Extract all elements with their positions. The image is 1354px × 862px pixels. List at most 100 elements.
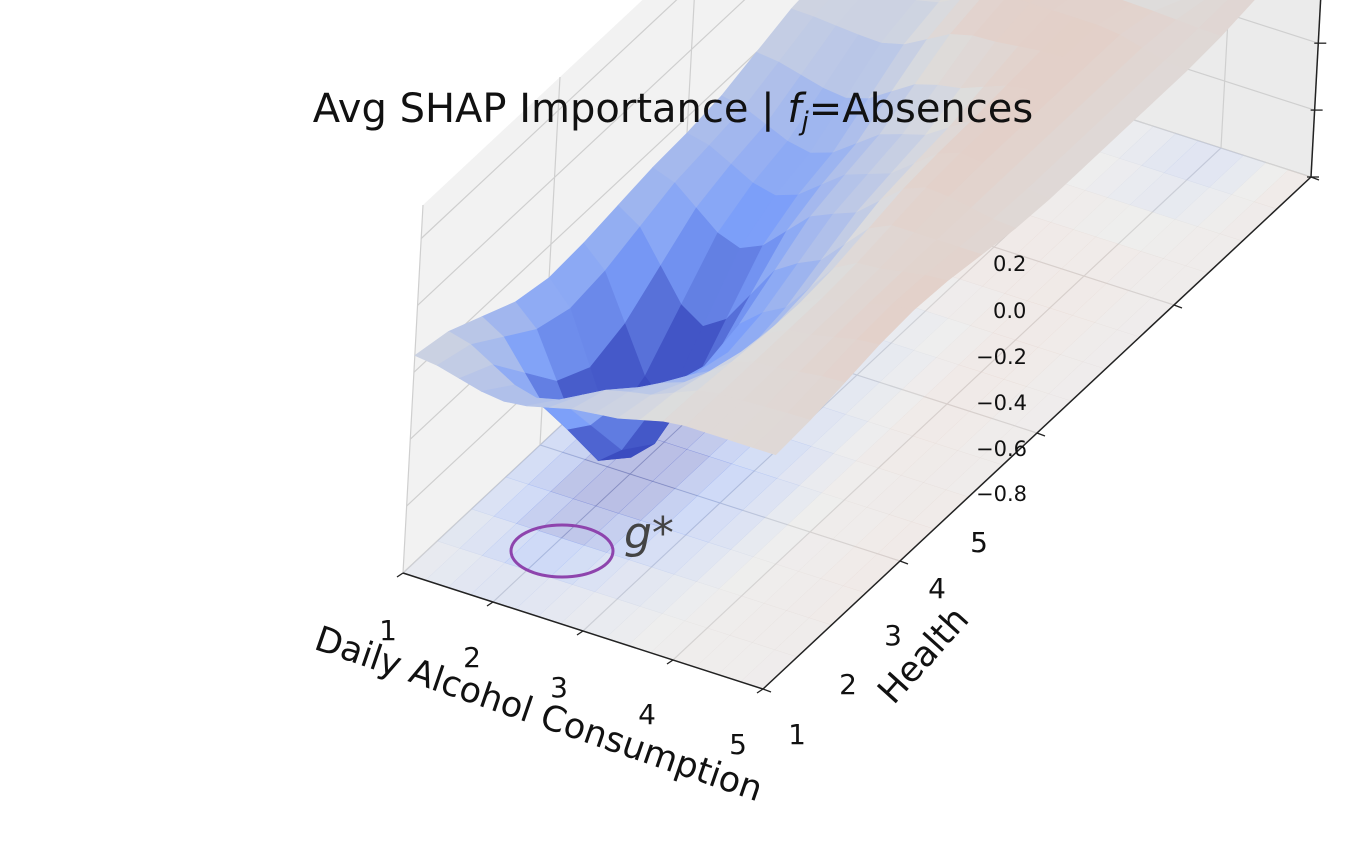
contour-cell [866,475,924,515]
contour-cell [606,520,664,561]
contour-cell [1004,261,1062,302]
chart-title: Avg SHAP Importance | fj=Absences [313,86,1033,137]
contour-cell [752,524,811,565]
contour-cell [924,364,982,405]
x-tick-label: 2 [463,641,481,674]
contour-cell [550,459,608,500]
contour-cell [946,371,1005,412]
contour-cell [1094,290,1152,331]
contour-cell [912,403,970,444]
contour-cell [471,476,529,517]
y-tick-label: 1 [788,718,806,751]
contour-cell [1186,147,1244,188]
x-tick-label: 3 [550,671,568,704]
contour-cell [980,339,1039,380]
contour-cell [775,531,833,572]
z-tick-label: −0.2 [976,345,1027,369]
contour-cell [797,539,856,579]
contour-cell [844,382,903,422]
contour-cell [719,470,778,511]
contour-cell [583,513,642,553]
contour-cell [661,581,720,622]
contour-cell [1174,187,1233,227]
y-tick-label: 3 [884,619,902,652]
x-tick-mark [396,572,404,578]
contour-cell [798,453,857,494]
contour-cell [888,482,947,523]
contour-cell [1015,307,1073,348]
contour-cell [629,441,688,482]
contour-cell [505,444,563,485]
contour-cell [493,484,552,524]
contour-cell [1129,172,1188,213]
contour-cell [652,449,710,489]
contour-cell [674,456,733,497]
contour-cell [1128,258,1187,299]
contour-cell [925,278,983,319]
contour-cell [1162,226,1221,267]
contour-cell [684,588,742,629]
contour-cell [992,300,1051,341]
contour-cell [854,514,913,555]
contour-cell [617,481,676,521]
contour-cell [787,492,845,533]
contour-cell [616,566,675,607]
y-tick-label: 2 [839,668,857,701]
z-grid-line [420,0,678,239]
contour-cell [764,485,823,526]
contour-cell [821,460,879,501]
contour-cell [1163,140,1222,181]
contour-cell [549,545,607,585]
contour-cell [958,332,1016,373]
contour-cell [706,595,765,636]
contour-cell [878,435,936,476]
contour-cell [959,246,1017,287]
contour-cell [1152,179,1210,220]
z-grid-line [417,0,746,306]
optimum-marker [509,523,615,579]
contour-cell [913,318,971,358]
z-tick-label: −0.6 [976,437,1027,461]
contour-cell [527,452,586,492]
contour-cell [822,374,880,415]
y-tick-mark [1173,304,1183,309]
contour-cell [572,466,631,507]
contour-cell [538,498,597,539]
contour-cell [901,357,960,398]
contour-cell [991,386,1050,427]
contour-cell [947,286,1006,326]
contour-cell [1084,158,1143,198]
contour-cell [516,491,574,532]
contour-cell [707,510,766,550]
contour-cell [595,473,653,514]
contour-cell [1037,315,1096,355]
contour-cell [810,414,869,454]
contour-cell [1231,162,1289,203]
contour-cell [696,549,754,590]
x-tick-label: 5 [729,728,747,761]
z-tick-label: 0.0 [993,299,1026,323]
contour-cell [855,428,914,469]
contour-cell [1025,354,1084,395]
y-axis-label: Health [871,600,978,712]
x-tick-mark [756,688,764,694]
contour-cell [685,502,743,543]
contour-cell [1071,283,1130,323]
contour-cell [459,516,517,556]
y-tick-label: 5 [970,526,988,559]
surface-mesh [414,0,1255,461]
z-grid-line [413,0,814,373]
contour-cell [594,559,652,600]
contour-cell [923,450,981,491]
contour-cell [1083,243,1142,284]
contour-cell [957,418,1015,459]
contour-cell [561,505,619,546]
axes-frame [396,0,1327,694]
contour-cell [1117,211,1176,252]
contour-cell [935,325,994,366]
x-tick-mark [486,601,494,607]
contour-cell [436,508,495,549]
contour-cell [571,552,630,593]
contour-cell [970,293,1028,334]
